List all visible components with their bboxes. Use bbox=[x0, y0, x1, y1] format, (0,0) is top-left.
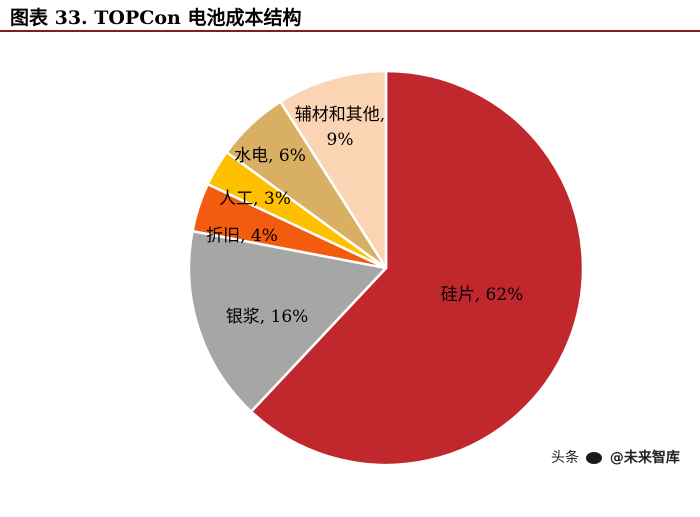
watermark-handle: @未来智库 bbox=[609, 450, 680, 466]
slice-label-3: 人工, 3% bbox=[219, 189, 291, 209]
slice-label-1: 银浆, 16% bbox=[226, 307, 309, 327]
figure-header: 图表 33. TOPCon 电池成本结构 bbox=[0, 0, 700, 34]
pie-slice-1 bbox=[187, 229, 388, 413]
pie-slice-0 bbox=[249, 69, 585, 467]
watermark: 头条 @未来智库 bbox=[551, 447, 680, 467]
figure-title: 图表 33. TOPCon 电池成本结构 bbox=[10, 7, 302, 29]
pie-labels: 硅片, 62% 银浆, 16% 折旧, 4% 人工, 3% 水电, 6%辅材和其他, 9% bbox=[206, 105, 523, 327]
slice-label-4: 水电, 6% bbox=[234, 146, 306, 166]
slice-label-2: 折旧, 4% bbox=[206, 226, 278, 246]
slice-label-5: 辅材和其他, 9% bbox=[295, 105, 385, 150]
watermark-prefix: 头条 bbox=[551, 450, 579, 466]
wechat-icon bbox=[586, 452, 603, 464]
pie-slices bbox=[187, 69, 585, 467]
pie-slice-5 bbox=[279, 69, 388, 270]
title-divider bbox=[0, 30, 700, 32]
slice-label-0: 硅片, 62% bbox=[441, 285, 524, 305]
